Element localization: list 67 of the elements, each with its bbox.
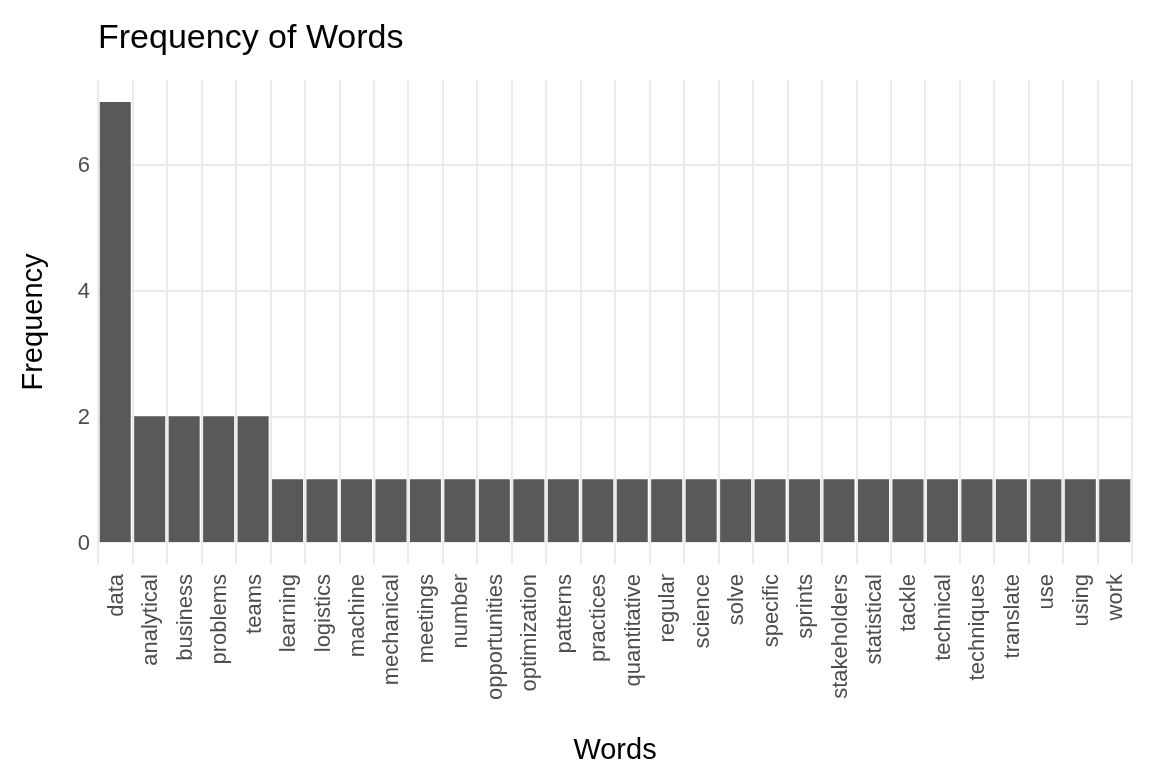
x-tick-label: number	[447, 574, 473, 649]
x-tick-label: logistics	[309, 574, 335, 653]
x-tick-label: use	[1033, 574, 1059, 610]
x-tick-label: data	[102, 573, 128, 617]
bar	[720, 479, 752, 542]
x-tick-label: meetings	[412, 574, 438, 664]
bar	[1064, 479, 1096, 542]
x-tick-label: learning	[275, 574, 301, 653]
bar	[134, 416, 166, 542]
bar	[582, 479, 614, 542]
bar	[513, 479, 545, 542]
x-tick-label: business	[171, 574, 197, 661]
x-tick-label: optimization	[516, 574, 542, 692]
x-tick-label: quantitative	[619, 574, 645, 687]
y-tick-label: 6	[77, 152, 90, 178]
bar	[409, 479, 441, 542]
bar	[478, 479, 510, 542]
bar	[685, 479, 717, 542]
bar	[547, 479, 579, 542]
x-tick-label: mechanical	[378, 574, 404, 686]
bar	[1099, 479, 1131, 542]
chart-title: Frequency of Words	[98, 17, 404, 55]
x-tick-label: stakeholders	[826, 574, 852, 699]
bar	[272, 479, 304, 542]
x-tick-label: sprints	[792, 574, 818, 639]
bar	[823, 479, 855, 542]
bar	[444, 479, 476, 542]
x-tick-label: practices	[585, 574, 611, 663]
bar	[168, 416, 200, 542]
x-tick-label: analytical	[137, 574, 163, 666]
bar	[754, 479, 786, 542]
x-tick-label: opportunities	[481, 574, 507, 700]
x-tick-label: patterns	[550, 574, 576, 654]
y-tick-label: 2	[77, 403, 90, 429]
bar	[375, 479, 407, 542]
bar	[789, 479, 821, 542]
x-tick-label: using	[1067, 574, 1093, 627]
bar	[237, 416, 269, 542]
x-tick-label: problems	[206, 574, 232, 665]
x-tick-label: techniques	[964, 574, 990, 681]
bar	[616, 479, 648, 542]
x-tick-label: statistical	[861, 574, 886, 665]
x-tick-label: teams	[240, 574, 266, 634]
bar	[892, 479, 924, 542]
bar	[651, 479, 683, 542]
y-tick-label: 0	[77, 529, 90, 555]
y-axis-title: Frequency	[15, 252, 48, 391]
x-tick-label: science	[688, 574, 714, 649]
bar	[306, 479, 338, 542]
x-tick-label: work	[1102, 573, 1128, 622]
bar	[340, 479, 373, 542]
bar	[961, 479, 993, 542]
y-tick-label: 4	[77, 278, 90, 304]
x-tick-label: tackle	[895, 574, 921, 632]
x-tick-label: specific	[757, 574, 783, 648]
bar	[99, 102, 131, 542]
x-tick-label: solve	[723, 574, 749, 626]
x-tick-label: technical	[929, 574, 955, 661]
bar	[203, 416, 235, 542]
bar	[1030, 479, 1062, 542]
x-tick-label: translate	[998, 574, 1024, 659]
x-axis-title: Words	[573, 732, 657, 765]
x-tick-label: regular	[654, 574, 680, 643]
bar	[857, 479, 890, 542]
bar	[995, 479, 1027, 542]
x-tick-label: machine	[344, 574, 369, 658]
bar	[926, 479, 958, 542]
